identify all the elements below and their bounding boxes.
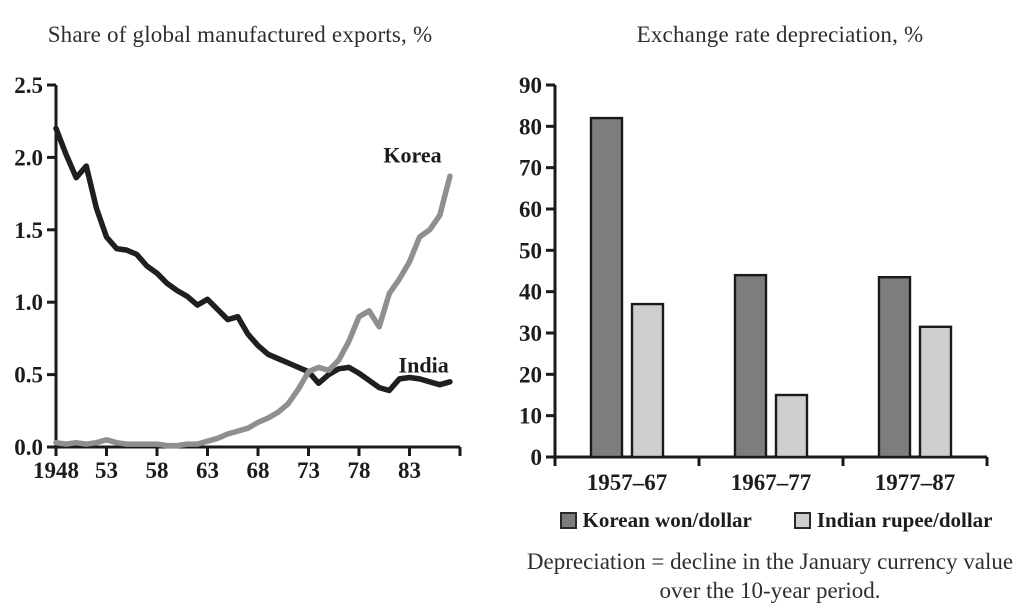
y-axis-tick-label: 1.5	[14, 218, 43, 243]
x-axis-tick-label: 53	[95, 458, 118, 483]
y-axis-tick-label: 1.0	[14, 290, 43, 315]
indian-rupee-bar	[630, 302, 665, 459]
y-axis-tick-label: 0	[531, 445, 543, 470]
y-axis-tick-label: 70	[519, 156, 542, 181]
bar-chart-legend: Korean won/dollar Indian rupee/dollar	[505, 508, 1021, 533]
x-axis-tick-label: 1948	[33, 458, 79, 483]
bar-chart-title: Exchange rate depreciation, %	[636, 22, 924, 47]
y-axis-tick-label: 40	[519, 280, 542, 305]
korean-won-bar	[589, 116, 624, 459]
x-axis-tick-label: 68	[247, 458, 270, 483]
y-axis-tick-label: 30	[519, 321, 542, 346]
bar-chart-canvas: 0 10 20 30 40 50 60 70 80 90 1957–67 1967–77 1977–87	[519, 73, 989, 495]
category-label: 1977–87	[875, 470, 956, 495]
korea-series-label: Korea	[383, 143, 441, 168]
y-axis-tick-label: 50	[519, 238, 542, 263]
india-series-line	[53, 125, 453, 394]
legend-swatch-icon	[793, 512, 811, 529]
category-label: 1957–67	[587, 470, 668, 495]
y-axis-tick-label: 90	[519, 73, 542, 98]
category-label: 1967–77	[731, 470, 812, 495]
y-axis-tick-label: 2.0	[14, 145, 43, 170]
india-series-label: India	[399, 352, 449, 377]
y-axis-tick-label: 0.0	[14, 435, 43, 460]
y-axis-tick-label: 20	[519, 362, 542, 387]
korean-won-bar	[733, 273, 768, 459]
legend-item-korean-won: Korean won/dollar	[559, 508, 752, 533]
legend-label: Korean won/dollar	[582, 508, 752, 532]
y-axis-tick-label: 10	[519, 404, 542, 429]
indian-rupee-bar	[774, 393, 809, 459]
x-axis-tick-label: 78	[348, 458, 371, 483]
x-axis-tick-label: 63	[196, 458, 219, 483]
x-axis-tick-label: 73	[297, 458, 320, 483]
line-chart-canvas: 0.0 0.5 1.0 1.5 2.0 2.5 1948 53 58 63 68 73 78 83 Kore…	[14, 73, 462, 483]
legend-swatch-icon	[559, 512, 577, 529]
y-axis-tick-label: 60	[519, 197, 542, 222]
y-axis-tick-label: 0.5	[14, 363, 43, 388]
x-axis-tick-label: 58	[146, 458, 169, 483]
korea-series-line	[53, 173, 453, 449]
x-axis-tick-label: 83	[398, 458, 421, 483]
legend-label: Indian rupee/dollar	[816, 508, 993, 532]
bar-chart-caption: Depreciation = decline in the January cu…	[526, 549, 1014, 603]
indian-rupee-bar	[918, 325, 953, 459]
legend-item-indian-rupee: Indian rupee/dollar	[793, 508, 993, 533]
line-chart-title: Share of global manufactured exports, %	[47, 22, 433, 47]
y-axis-tick-label: 2.5	[14, 73, 43, 98]
line-chart-axes	[54, 85, 460, 449]
korean-won-bar	[877, 275, 912, 459]
y-axis-tick-label: 80	[519, 114, 542, 139]
